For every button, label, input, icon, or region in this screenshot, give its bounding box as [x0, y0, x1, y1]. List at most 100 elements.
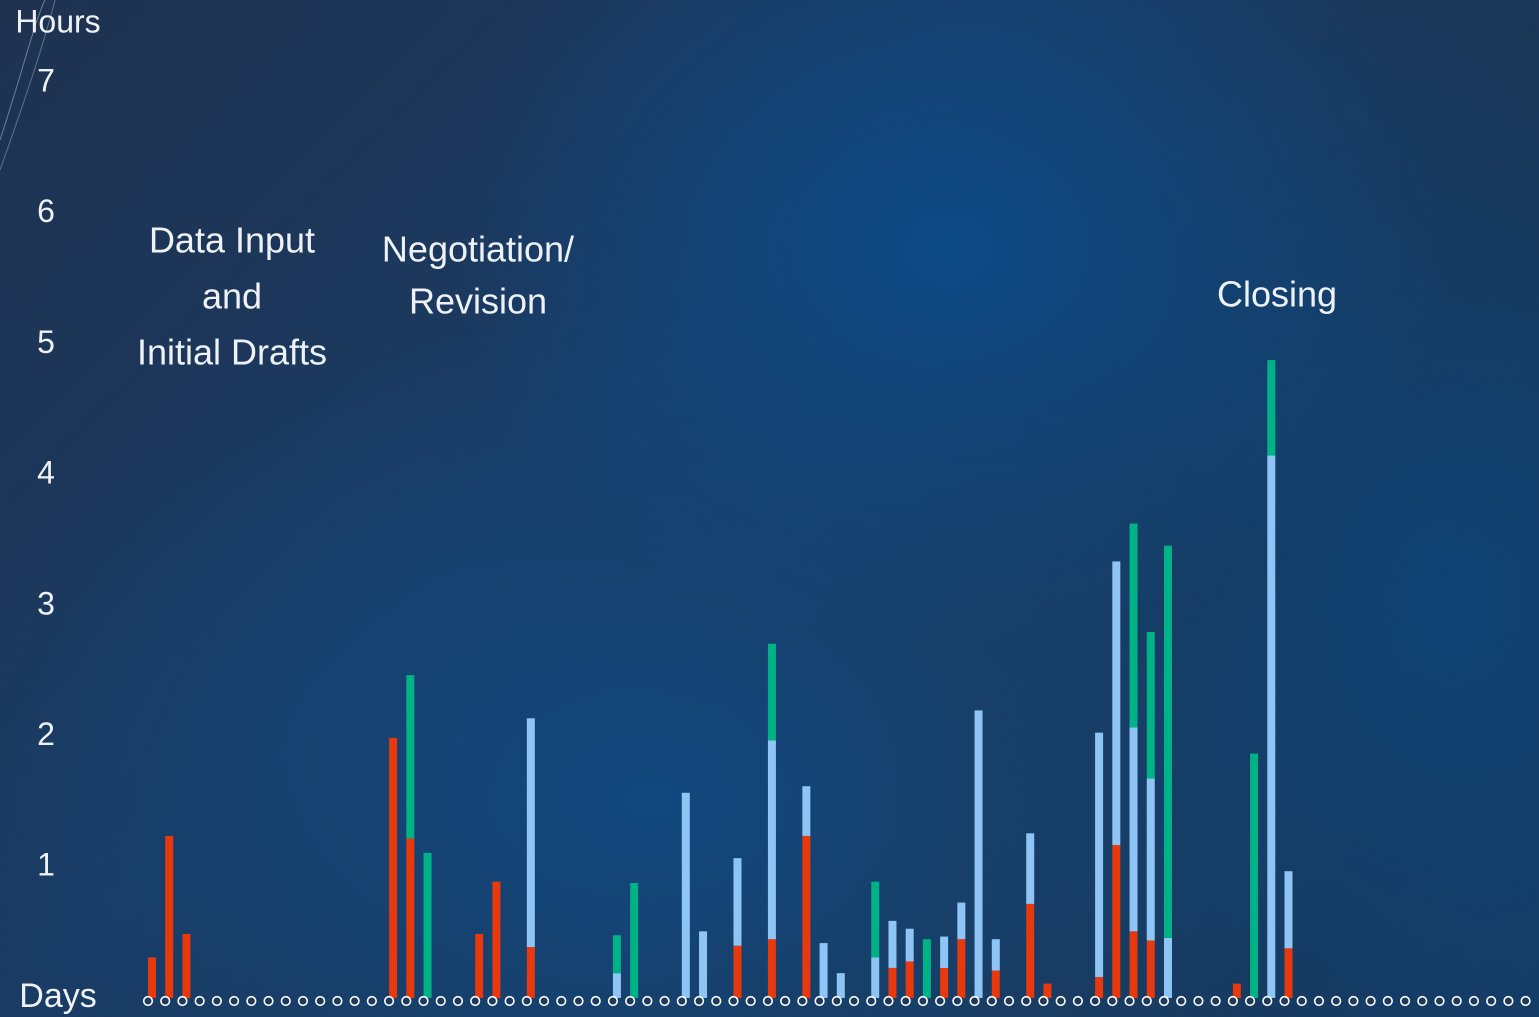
day-marker	[383, 995, 395, 1007]
bar-segment	[957, 902, 966, 940]
phase-annotation: Initial Drafts	[137, 332, 327, 373]
day-marker	[1382, 995, 1393, 1007]
day-marker	[1158, 995, 1170, 1007]
bar-segment	[526, 718, 535, 948]
bar-segment	[1026, 903, 1035, 998]
day-marker	[1262, 995, 1273, 1007]
day-marker	[504, 995, 515, 1007]
y-axis-label: Hours	[15, 3, 100, 39]
bar-segment	[526, 947, 535, 998]
bar-segment	[802, 835, 811, 998]
day-marker	[1176, 995, 1187, 1007]
day-marker	[780, 995, 791, 1007]
bar-segment	[767, 939, 776, 998]
bar-segment	[888, 920, 897, 968]
day-marker	[332, 995, 343, 1007]
day-marker	[1451, 995, 1462, 1007]
day-marker	[142, 995, 154, 1007]
bar-segment	[165, 835, 174, 998]
day-marker	[1468, 995, 1480, 1007]
y-tick-label: 6	[37, 193, 55, 229]
y-tick-label: 2	[37, 716, 55, 752]
bar-segment	[1267, 455, 1276, 998]
decoration	[0, 0, 46, 141]
phase-annotation: Revision	[409, 281, 547, 322]
bar-segment	[888, 967, 897, 998]
bar-segment	[612, 935, 621, 974]
day-marker	[711, 995, 722, 1007]
bar-segment	[1146, 632, 1155, 779]
day-marker	[280, 995, 291, 1007]
bar-segment	[991, 939, 1000, 971]
day-marker	[1348, 995, 1359, 1007]
day-marker	[659, 995, 670, 1007]
day-marker	[642, 995, 653, 1007]
x-axis-label: Days	[19, 977, 96, 1015]
day-marker	[969, 995, 980, 1007]
day-marker	[762, 995, 774, 1007]
day-marker	[831, 995, 842, 1007]
bar-segment	[630, 882, 639, 998]
bar-segment	[733, 945, 742, 998]
day-marker	[1193, 995, 1204, 1007]
day-marker	[1124, 995, 1135, 1007]
day-marker	[229, 995, 240, 1007]
bar-segment	[1129, 727, 1138, 932]
day-marker	[349, 995, 360, 1007]
bar-segment	[940, 967, 949, 998]
phase-annotation: Negotiation/	[382, 229, 574, 270]
day-marker	[1021, 995, 1032, 1007]
day-marker	[401, 995, 412, 1007]
day-marker	[900, 995, 911, 1007]
bar-segment	[699, 931, 708, 998]
bar-segment	[836, 973, 845, 998]
bar-segment	[423, 852, 432, 998]
bar-segment	[871, 957, 880, 998]
bar-segment	[767, 643, 776, 741]
bar-segment	[905, 961, 914, 998]
bar-segment	[1267, 360, 1276, 456]
day-marker	[917, 995, 929, 1007]
bar-segment	[1095, 732, 1104, 978]
day-marker	[366, 995, 377, 1007]
day-marker	[728, 995, 739, 1007]
bar-segment	[389, 737, 398, 998]
y-tick-label: 4	[37, 455, 55, 491]
bar-segment	[1163, 545, 1172, 938]
day-marker	[866, 995, 877, 1007]
bar-segment	[1146, 940, 1155, 998]
day-marker	[797, 995, 808, 1007]
day-marker	[573, 995, 584, 1007]
day-marker	[1141, 995, 1152, 1007]
bar-segment	[1043, 983, 1052, 998]
day-marker	[177, 995, 188, 1007]
bar-segment	[1284, 948, 1293, 998]
day-marker	[1003, 995, 1015, 1007]
day-marker	[1089, 995, 1101, 1007]
day-marker	[952, 995, 963, 1007]
bar-segment	[922, 939, 931, 998]
bar-segment	[1095, 977, 1104, 998]
day-marker	[1365, 995, 1376, 1007]
day-marker	[1072, 995, 1083, 1007]
y-tick-label: 7	[37, 62, 55, 98]
day-marker	[1210, 995, 1221, 1007]
day-marker	[194, 995, 205, 1007]
day-marker	[1399, 995, 1411, 1007]
bar-segment	[767, 740, 776, 940]
day-marker	[814, 995, 825, 1007]
bar-segment	[148, 957, 156, 998]
day-marker	[521, 995, 532, 1007]
day-marker	[848, 995, 860, 1007]
bar-segment	[991, 970, 1000, 998]
bar-segment	[871, 881, 880, 958]
bar-segment	[1146, 778, 1155, 941]
bar-segment	[940, 936, 949, 968]
day-marker	[1434, 995, 1445, 1007]
day-marker	[1244, 995, 1256, 1007]
y-tick-label: 1	[37, 847, 55, 883]
day-marker	[935, 995, 946, 1007]
day-marker	[452, 995, 464, 1007]
